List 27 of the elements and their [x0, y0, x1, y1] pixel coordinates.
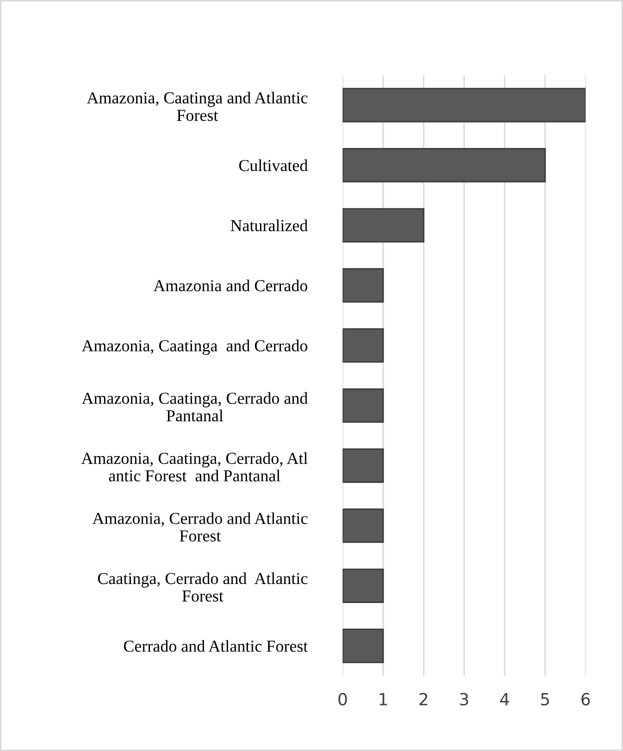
bar [342, 568, 384, 603]
y-tick-label: Caatinga, Cerrado and Atlantic Forest [98, 572, 308, 602]
y-tick-label: Amazonia, Caatinga and Cerrado [82, 340, 308, 355]
x-tick-label: 1 [380, 693, 387, 706]
y-tick-label: Cultivated [239, 159, 308, 172]
x-tick-label: 4 [500, 693, 509, 706]
bar [342, 448, 384, 483]
y-tick-label: Amazonia, Cerrado and Atlantic Forest [92, 512, 308, 542]
bar [342, 268, 384, 303]
x-tick-label: 0 [338, 692, 347, 706]
y-tick-label: Amazonia and Cerrado [154, 280, 308, 292]
x-tick-label: 2 [420, 692, 428, 706]
x-tick-label: 3 [460, 692, 468, 706]
bar [342, 628, 384, 664]
bar [342, 208, 424, 243]
bar [342, 88, 586, 122]
bar [342, 388, 384, 423]
x-tick-label: 6 [581, 692, 590, 706]
bar [342, 328, 384, 363]
bar [342, 508, 384, 543]
y-tick-label: Amazonia, Caatinga and Atlantic Forest [86, 92, 308, 121]
y-tick-label: Amazonia, Caatinga, Cerrado and Pantanal [82, 392, 308, 422]
y-tick-label: Amazonia, Caatinga, Cerrado, Atl antic Forest and Pantanal [81, 452, 308, 482]
x-tick-label: 5 [541, 693, 549, 706]
y-tick-label: Naturalized [230, 220, 308, 232]
y-tick-label: Cerrado and Atlantic Forest [124, 640, 308, 652]
bar [342, 148, 546, 182]
